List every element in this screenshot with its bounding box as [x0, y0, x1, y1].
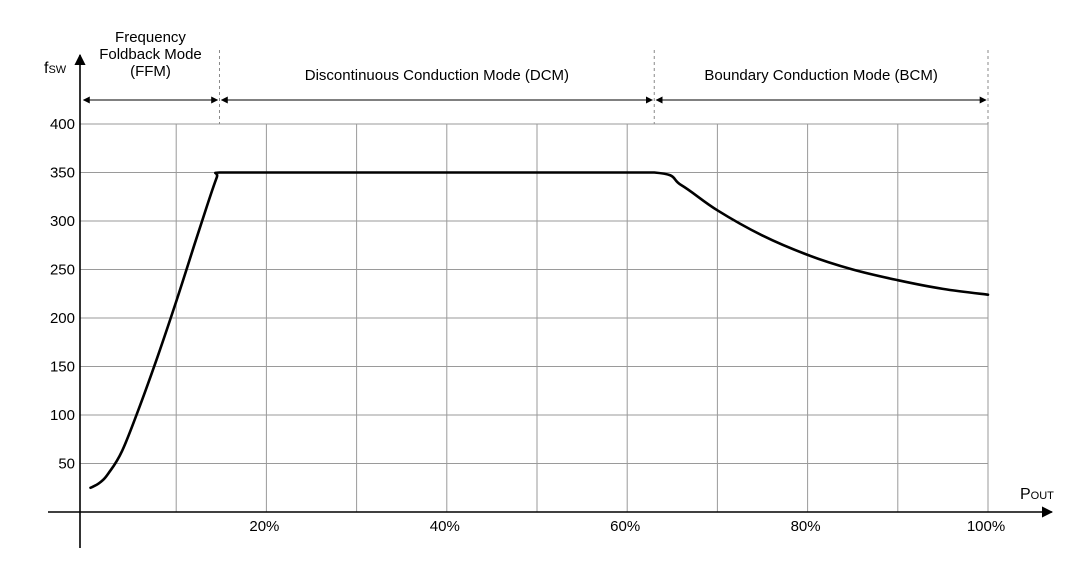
y-tick-label: 300	[50, 213, 75, 230]
y-tick-label: 250	[50, 262, 75, 279]
tick-labels: 50 100 150 200 250 300 350 400 20% 40% 60% 80% 100%	[50, 116, 1005, 535]
x-tick-label: 100%	[967, 518, 1005, 535]
y-tick-label: 350	[50, 165, 75, 182]
x-tick-label: 80%	[791, 518, 821, 535]
region-label: Boundary Conduction Mode (BCM)	[704, 67, 937, 84]
region-label: Discontinuous Conduction Mode (DCM)	[305, 67, 569, 84]
region-label: Frequency	[115, 29, 186, 46]
fsw-curve	[89, 171, 990, 490]
y-tick-label: 150	[50, 359, 75, 376]
x-tick-label: 40%	[430, 518, 460, 535]
y-tick-label: 400	[50, 116, 75, 133]
y-tick-label: 200	[50, 310, 75, 327]
series	[89, 171, 990, 490]
region-label: (FFM)	[130, 63, 171, 80]
region-label: Foldback Mode	[99, 46, 202, 63]
axis-titles: fSW POUT	[44, 60, 1054, 503]
y-axis-title: fSW	[44, 60, 67, 77]
x-tick-label: 60%	[610, 518, 640, 535]
axes	[48, 53, 1054, 548]
y-tick-label: 100	[50, 407, 75, 424]
x-tick-label: 20%	[249, 518, 279, 535]
grid	[80, 123, 989, 512]
y-tick-label: 50	[58, 456, 75, 473]
x-axis-title: POUT	[1020, 486, 1054, 503]
